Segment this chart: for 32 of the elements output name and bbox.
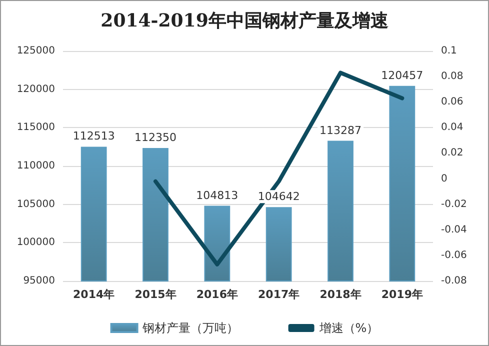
y2-tick-label: 0.04 xyxy=(441,122,464,134)
y-tick-label: 100000 xyxy=(16,237,55,248)
y-tick-label: 125000 xyxy=(16,46,55,56)
x-tick-label: 2019年 xyxy=(381,288,423,301)
y2-tick-label: -0.04 xyxy=(441,224,467,236)
y2-tick-label: 0.06 xyxy=(441,96,464,108)
x-tick-label: 2016年 xyxy=(196,288,238,301)
y2-tick-label: 0.08 xyxy=(441,71,464,82)
y-tick-label: 110000 xyxy=(16,160,55,172)
y2-tick-label: 0 xyxy=(441,173,448,184)
data-label: 120457 xyxy=(381,68,424,82)
data-label: 104642 xyxy=(258,190,300,204)
x-tick-label: 2015年 xyxy=(134,288,176,301)
chart-title: 2014-2019年中国钢材产量及增速 xyxy=(100,10,388,32)
x-tick-label: 2018年 xyxy=(320,288,362,301)
legend-label: 增速（%） xyxy=(318,321,379,335)
y-tick-label: 115000 xyxy=(16,122,55,134)
y-tick-label: 95000 xyxy=(23,276,55,286)
x-tick-label: 2017年 xyxy=(258,288,300,301)
legend-label: 钢材产量（万吨） xyxy=(141,321,238,335)
y-tick-label: 120000 xyxy=(16,84,55,95)
y2-tick-label: 0.02 xyxy=(441,148,464,159)
y2-tick-label: -0.06 xyxy=(441,250,467,261)
data-label: 112350 xyxy=(134,130,176,144)
y-tick-label: 105000 xyxy=(16,198,55,210)
data-label: 104813 xyxy=(196,188,238,202)
y2-tick-label: -0.08 xyxy=(441,276,467,286)
data-label: 113287 xyxy=(320,124,362,137)
y2-tick-label: -0.02 xyxy=(441,198,467,210)
y2-tick-label: 0.1 xyxy=(441,46,457,56)
data-label: 112513 xyxy=(72,130,115,143)
x-tick-label: 2014年 xyxy=(73,288,115,301)
